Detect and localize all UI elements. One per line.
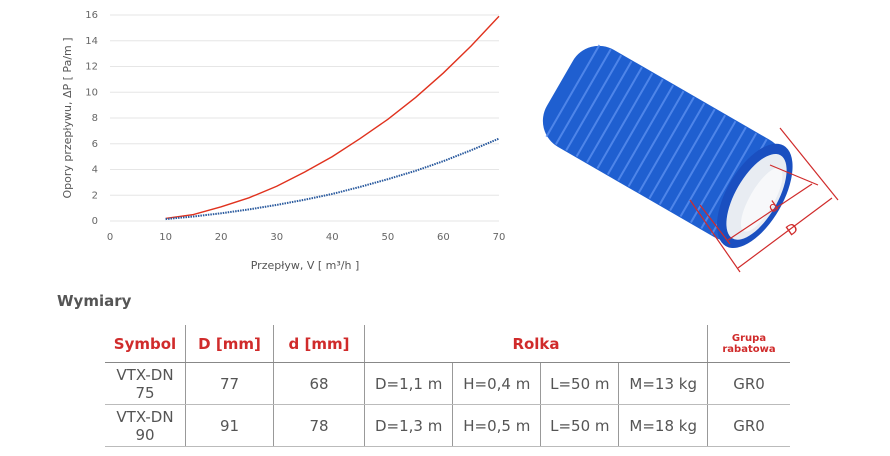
cell: M=18 kg <box>618 404 708 447</box>
y-tick-label: 16 <box>85 10 98 21</box>
cell: H=0,4 m <box>452 362 541 405</box>
section-heading: Wymiary <box>57 292 132 310</box>
header-row: Symbol D [mm] d [mm] Rolka Grupa rabatow… <box>105 325 790 363</box>
table-row: VTX-DN 90 91 78 D=1,3 m H=0,5 m L=50 m M… <box>105 404 790 447</box>
x-axis-label: Przepływ, V [ m³/h ] <box>251 259 360 272</box>
x-tick-label: 30 <box>270 232 283 243</box>
dimension-lines <box>689 127 839 273</box>
cell: VTX-DN 75 <box>105 362 186 405</box>
pipe-body <box>542 45 785 241</box>
cell: 78 <box>273 404 365 447</box>
y-tick-label: 14 <box>85 36 98 47</box>
x-tick-label: 20 <box>215 232 228 243</box>
cell: L=50 m <box>540 404 619 447</box>
cell: D=1,3 m <box>363 404 453 447</box>
pipe-image: d D <box>542 44 839 273</box>
x-tick-label: 40 <box>326 232 339 243</box>
y-tick-label: 2 <box>92 190 98 201</box>
header-cell: Grupa rabatowa <box>707 325 790 363</box>
y-tick-label: 0 <box>92 216 98 227</box>
cell: M=13 kg <box>618 362 708 405</box>
chart: Przepływ, V [ m³/h ] Opory przepływu, ΔP… <box>61 10 839 273</box>
data-line <box>165 15 500 220</box>
cell: H=0,5 m <box>452 404 541 447</box>
y-tick-label: 10 <box>85 87 98 98</box>
y-tick-label: 6 <box>92 139 98 150</box>
cell: 91 <box>185 404 274 447</box>
pipe-inner-light <box>740 168 783 232</box>
dimensions-table: Symbol D [mm] d [mm] Rolka Grupa rabatow… <box>105 325 790 447</box>
y-tick-label: 4 <box>92 165 98 176</box>
header-cell: D [mm] <box>185 325 274 363</box>
x-tick-label: 0 <box>107 232 113 243</box>
x-tick-label: 10 <box>159 232 172 243</box>
cell: L=50 m <box>540 362 619 405</box>
cell: GR0 <box>707 362 790 405</box>
x-tick-label: 60 <box>437 232 450 243</box>
y-tick-label: 8 <box>92 113 98 124</box>
cell: 77 <box>185 362 274 405</box>
header-cell: Symbol <box>105 325 186 363</box>
y-tick-label: 12 <box>85 62 98 73</box>
header-cell: Rolka <box>364 325 708 363</box>
x-tick-label: 70 <box>493 232 506 243</box>
x-tick-label: 50 <box>381 232 394 243</box>
cell: VTX-DN 90 <box>105 404 186 447</box>
cell: 68 <box>273 362 365 405</box>
header-cell: d [mm] <box>273 325 365 363</box>
cell: GR0 <box>707 404 790 447</box>
table-row: VTX-DN 75 77 68 D=1,1 m H=0,4 m L=50 m M… <box>105 362 790 405</box>
cell: D=1,1 m <box>363 362 453 405</box>
y-axis-label: Opory przepływu, ΔP [ Pa/m ] <box>61 37 74 198</box>
data-line <box>165 137 500 221</box>
